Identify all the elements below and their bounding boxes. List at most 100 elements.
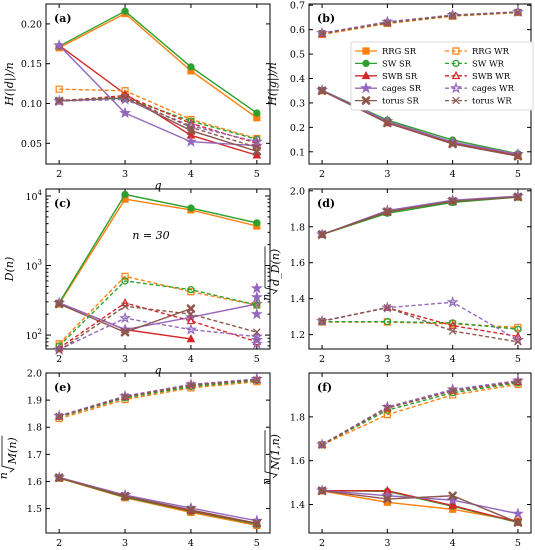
y-axis-label-text: N(1,n) (269, 434, 282, 471)
extra-data-point (250, 281, 263, 294)
data-point (250, 135, 263, 147)
data-point (383, 404, 392, 412)
axes-frame (308, 188, 532, 350)
series-rrg-sr (55, 195, 261, 308)
data-point (318, 317, 326, 325)
y-tick-label: 0.2 (290, 123, 305, 134)
series-line (321, 196, 518, 236)
series-line (321, 381, 519, 446)
x-tick-label: 2 (319, 354, 325, 365)
data-point (119, 311, 132, 324)
data-point (187, 123, 195, 132)
data-point (121, 302, 129, 310)
series-line (58, 193, 257, 304)
x-tick-label: 5 (515, 169, 521, 180)
series-line (322, 320, 519, 330)
x-tick-label: 4 (188, 169, 194, 180)
y-axis-label-text: M(n) (6, 437, 19, 465)
series-torus-wr (318, 378, 522, 449)
data-point (514, 8, 522, 16)
y-tick-label: 1.2 (290, 330, 305, 341)
x-tick-label: 2 (56, 169, 62, 180)
series-torus-wr (318, 304, 522, 346)
x-tick-label: 5 (515, 538, 521, 549)
extra-data-point (250, 290, 263, 303)
y-tick-label: 1.8 (290, 222, 305, 233)
series-sw-wr (318, 318, 522, 333)
data-point (511, 5, 524, 17)
series-torus-wr (55, 302, 261, 355)
panel-c: 2 3 4 5 102 103 104 (c) n = 30 q D(n) (3, 188, 271, 377)
radical-index: n (260, 294, 273, 301)
data-point (448, 320, 457, 329)
y-tick-label: 0.4 (290, 74, 305, 85)
data-point (383, 494, 392, 504)
extra-data-point (250, 307, 263, 320)
series-cages-wr (53, 93, 263, 147)
data-point (383, 411, 391, 419)
data-point (252, 150, 262, 159)
y-tick-label: 2.0 (290, 186, 305, 197)
series-line (321, 490, 519, 524)
radical-index: n (260, 478, 273, 485)
data-point (186, 505, 196, 515)
data-point (121, 190, 129, 199)
legend-label: RRG SR (382, 46, 417, 56)
series-line (59, 98, 257, 143)
series-swb-wr (54, 374, 262, 420)
series-torus-sr (317, 486, 523, 527)
radical-sign (264, 430, 278, 479)
y-tick-label: 0.15 (21, 59, 42, 70)
radical-sign (1, 435, 15, 473)
series-rrg-wr (318, 380, 522, 449)
series-line (321, 195, 518, 236)
panel-d: 2 3 4 5 1.2 1.4 1.6 1.8 2.0 (d) n d_D(n) (260, 186, 532, 365)
series-line (321, 11, 518, 35)
y-tick-label: 1.7 (27, 450, 42, 461)
legend-marker (451, 70, 461, 80)
legend-marker (361, 96, 371, 105)
series-line (58, 12, 258, 119)
series-torus-sr (54, 473, 262, 528)
y-tick-label: 0.3 (290, 98, 305, 109)
legend-label: cages SR (382, 83, 422, 93)
data-point (383, 318, 392, 326)
legend-label: SWB WR (472, 71, 511, 81)
data-point (316, 26, 329, 39)
x-tick-label: 4 (188, 354, 194, 365)
series-line (58, 379, 257, 418)
series-line (58, 44, 257, 147)
x-tick-label: 3 (384, 538, 390, 549)
series-line (321, 11, 518, 35)
series-cages-wr (316, 295, 524, 346)
series-cages-sr (53, 471, 263, 526)
series-sw-sr (318, 193, 522, 239)
series-line (58, 302, 258, 349)
legend-label: RRG WR (472, 46, 510, 56)
series-line (58, 477, 257, 524)
data-point (187, 288, 195, 296)
series-cages-wr (316, 374, 524, 450)
x-tick-label: 3 (122, 169, 128, 180)
legend-label: cages WR (472, 83, 515, 93)
data-point (120, 327, 130, 337)
series-line (321, 306, 519, 343)
data-point (513, 331, 523, 340)
data-point (253, 328, 261, 336)
data-point (187, 310, 195, 318)
data-point (250, 372, 263, 385)
data-point (253, 376, 261, 384)
data-point (317, 486, 327, 495)
annotation-text: n = 30 (132, 229, 169, 242)
y-tick-label: 2.0 (27, 369, 42, 380)
y-axis-label: D(n) (3, 257, 16, 283)
data-point (55, 85, 63, 93)
series-line (321, 11, 518, 36)
y-tick-label: 0.20 (21, 19, 42, 30)
data-point (446, 295, 459, 308)
data-point (383, 304, 392, 312)
data-point (184, 135, 197, 147)
data-point (253, 143, 261, 151)
y-tick-label: 1.6 (27, 477, 42, 488)
series-line (321, 383, 519, 446)
